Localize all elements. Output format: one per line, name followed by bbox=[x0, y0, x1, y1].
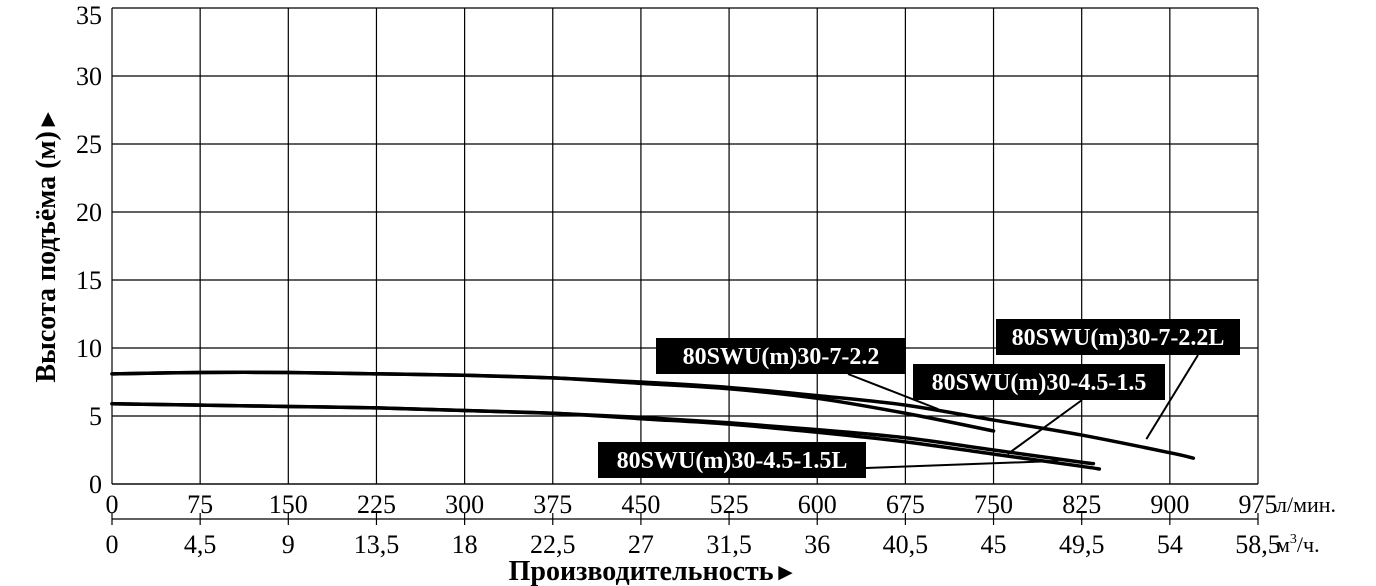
series-tag-label: 80SWU(m)30-4.5-1.5 bbox=[932, 370, 1147, 396]
x-axis-title: Производительность► bbox=[509, 556, 798, 586]
leader-line bbox=[1145, 354, 1199, 440]
series-tag-box bbox=[598, 442, 866, 478]
series-tag-box bbox=[913, 364, 1165, 400]
leader-line bbox=[865, 459, 1059, 469]
x2-tick-label: 27 bbox=[628, 530, 654, 559]
leader-lines bbox=[847, 354, 1199, 469]
series-tag-box bbox=[656, 338, 906, 374]
grid bbox=[111, 7, 1259, 485]
x2-tick-label: 45 bbox=[981, 530, 1007, 559]
y-tick-label: 20 bbox=[76, 198, 102, 227]
leader-line bbox=[847, 373, 939, 411]
x2-tick-label: 22,5 bbox=[530, 530, 576, 559]
series-tag-label: 80SWU(m)30-7-2.2L bbox=[1012, 325, 1225, 351]
tick-labels: 0 75 150 225 300 375 450 525 600 675 750 825 900 9750… bbox=[76, 1, 1281, 559]
leader-line bbox=[1007, 399, 1083, 455]
axes bbox=[112, 483, 1258, 520]
x2-tick-label: 40,5 bbox=[883, 530, 929, 559]
y-tick-label: 30 bbox=[76, 62, 102, 91]
series-tag-box bbox=[996, 319, 1240, 355]
y-tick-label: 10 bbox=[76, 334, 102, 363]
y-tick-label: 0 bbox=[89, 470, 102, 499]
series-tags: 80SWU(m)30-7-2.2 80SWU(m)30-7-2.2L 80SWU(m… bbox=[598, 319, 1240, 478]
y-tick-label: 15 bbox=[76, 266, 102, 295]
series-tag-label: 80SWU(m)30-7-2.2 bbox=[683, 344, 880, 370]
x2-tick-label: 58,5 bbox=[1235, 530, 1281, 559]
x2-tick-label: 54 bbox=[1157, 530, 1183, 559]
x2-tick-label: 18 bbox=[452, 530, 478, 559]
x2-tick-label: 49,5 bbox=[1059, 530, 1105, 559]
x2-tick-label: 0 bbox=[106, 530, 119, 559]
x2-tick-label: 4,5 bbox=[184, 530, 217, 559]
y-axis-title: Высота подъёма (м)► bbox=[31, 107, 62, 382]
series-line bbox=[110, 402, 1102, 471]
y-tick-label: 35 bbox=[76, 1, 102, 30]
x2-tick-label: 9 bbox=[282, 530, 295, 559]
x2-unit-label: м3/ч. bbox=[1276, 532, 1320, 557]
series-tag-label: 80SWU(m)30-4.5-1.5L bbox=[617, 448, 848, 474]
x2-tick-label: 36 bbox=[804, 530, 830, 559]
curves bbox=[110, 370, 1196, 471]
x2-tick-label: 31,5 bbox=[706, 530, 752, 559]
y-tick-label: 25 bbox=[76, 130, 102, 159]
y-tick-label: 5 bbox=[89, 402, 102, 431]
x-unit-label: л/мин. bbox=[1276, 492, 1336, 517]
series-line bbox=[110, 370, 1196, 460]
x-tick-label: 0 bbox=[106, 490, 119, 519]
x2-tick-label: 13,5 bbox=[354, 530, 400, 559]
